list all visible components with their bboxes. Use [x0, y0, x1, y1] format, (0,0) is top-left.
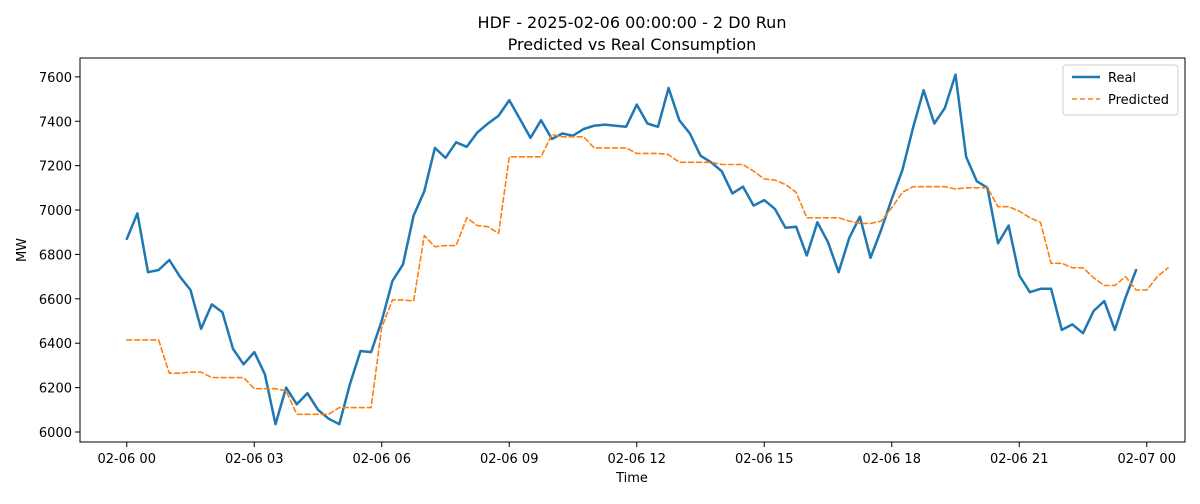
- x-tick-label: 02-06 09: [480, 452, 538, 467]
- legend-label-predicted: Predicted: [1108, 93, 1169, 108]
- y-axis: 6000 6200 6400 6600 6800 7000 7200 7400 7600: [39, 71, 80, 441]
- y-tick-label: 7400: [39, 115, 72, 130]
- y-tick-label: 7600: [39, 71, 72, 86]
- y-tick-label: 6000: [39, 426, 72, 441]
- y-axis-title: MW: [15, 238, 30, 262]
- x-tick-label: 02-06 18: [863, 452, 921, 467]
- y-tick-label: 6200: [39, 382, 72, 397]
- x-tick-label: 02-06 15: [735, 452, 793, 467]
- chart-subtitle: Predicted vs Real Consumption: [508, 35, 757, 54]
- x-tick-label: 02-06 21: [990, 452, 1048, 467]
- y-tick-label: 6600: [39, 293, 72, 308]
- y-tick-label: 7000: [39, 204, 72, 219]
- x-axis-title: Time: [615, 471, 648, 486]
- chart-title: HDF - 2025-02-06 00:00:00 - 2 D0 Run: [478, 13, 787, 32]
- y-tick-label: 6400: [39, 337, 72, 352]
- series-line-predicted: [126, 133, 1169, 416]
- series-layer: [125, 73, 1169, 426]
- x-axis: 02-06 00 02-06 03 02-06 06 02-06 09 02-06 12…: [98, 442, 1176, 467]
- series-line-real: [125, 73, 1138, 426]
- plot-frame: [79, 57, 1186, 443]
- legend-label-real: Real: [1108, 71, 1136, 86]
- y-tick-label: 6800: [39, 248, 72, 263]
- x-tick-label: 02-06 06: [353, 452, 411, 467]
- x-tick-label: 02-06 12: [608, 452, 666, 467]
- x-tick-label: 02-06 00: [98, 452, 156, 467]
- y-tick-label: 7200: [39, 160, 72, 175]
- x-tick-label: 02-07 00: [1118, 452, 1176, 467]
- x-tick-label: 02-06 03: [225, 452, 283, 467]
- legend: Real Predicted: [1062, 64, 1179, 116]
